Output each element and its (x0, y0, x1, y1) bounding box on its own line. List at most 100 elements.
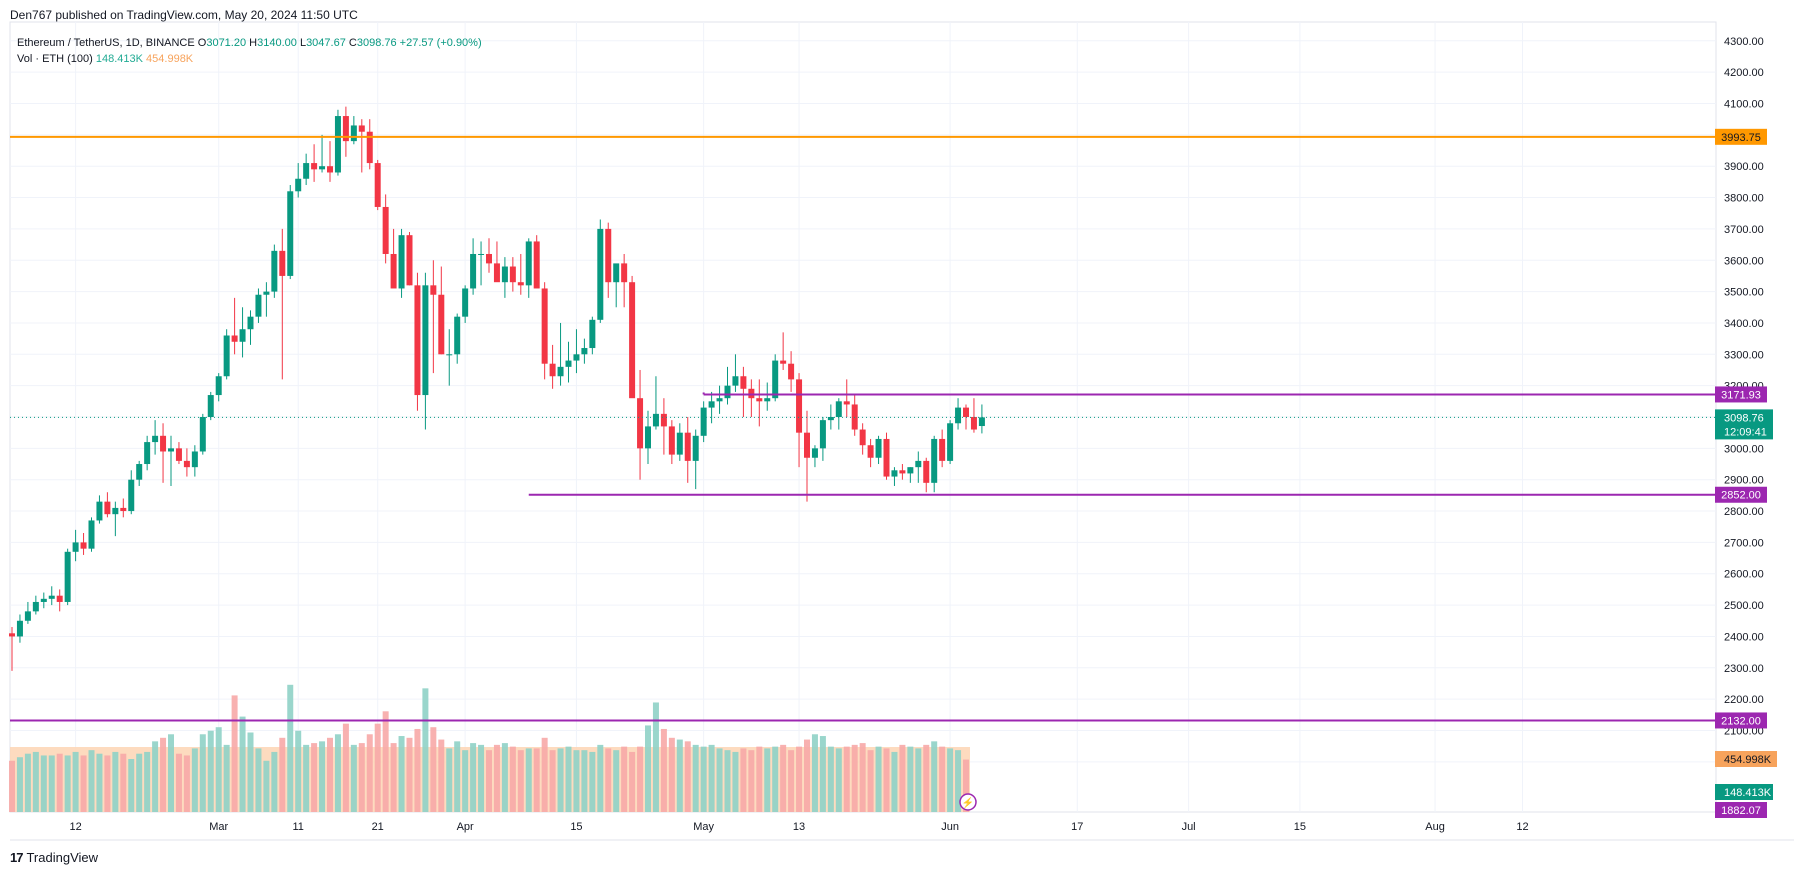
x-tick-label: Jul (1182, 821, 1196, 833)
volume-bar (311, 743, 318, 812)
y-tick-label: 3900.00 (1724, 161, 1764, 173)
ohlc-row: Ethereum / TetherUS, 1D, BINANCE O3071.2… (17, 35, 482, 51)
candle-body (350, 125, 357, 142)
candle-body (772, 360, 779, 399)
volume-bar (255, 748, 262, 812)
candle-body (414, 285, 421, 396)
volume-bar (454, 741, 461, 812)
candle-body (398, 235, 405, 289)
y-tick-label: 4300.00 (1724, 36, 1764, 48)
volume-bar (796, 746, 803, 812)
candle-body (875, 438, 882, 458)
candle-body (446, 354, 453, 356)
close-label: C (348, 37, 357, 49)
volume-bar (136, 753, 143, 812)
y-tick-label: 2200.00 (1724, 694, 1764, 706)
candle-body (931, 438, 938, 483)
volume-bar (573, 750, 580, 812)
candle-body (684, 432, 691, 461)
last-price-tag-label: 3098.76 (1724, 412, 1764, 424)
volume-bar (939, 746, 946, 812)
y-tick-label: 3800.00 (1724, 193, 1764, 205)
candle-body (486, 253, 492, 264)
candle-body (48, 595, 55, 599)
candle-body (811, 448, 818, 458)
candle-body (517, 282, 524, 286)
volume-bar (565, 746, 572, 812)
candle-body (263, 291, 270, 295)
volume-bar (756, 746, 763, 812)
volume-bar (263, 760, 270, 812)
volume-bar (295, 730, 302, 812)
candle-body (9, 633, 15, 637)
level-tag-label-range-bottom: 2852.00 (1721, 490, 1761, 502)
volume-bar (716, 748, 723, 812)
volume-bar (955, 750, 962, 812)
volume-bar (589, 751, 596, 812)
volume-bar (923, 744, 930, 812)
level-tag-label-support: 2132.00 (1721, 715, 1761, 727)
y-tick-label: 3500.00 (1724, 287, 1764, 299)
volume-bar (64, 755, 71, 812)
candle-body (16, 620, 23, 637)
volume-bar (708, 744, 715, 812)
volume-bar (207, 730, 214, 812)
candle-body (573, 354, 580, 361)
candle-body (716, 398, 723, 402)
candle-body (112, 507, 119, 515)
candle-body (470, 253, 477, 289)
candle-body (175, 448, 182, 461)
candle-body (382, 206, 389, 254)
volume-bar (478, 744, 485, 812)
volume-bar (48, 755, 55, 812)
bottom-price-tag-label: 1882.07 (1721, 805, 1761, 817)
candle-body (319, 166, 326, 170)
close-value: 3098.76 (356, 37, 397, 49)
candle-body (104, 501, 111, 515)
level-tag-label-resistance: 3993.75 (1721, 132, 1761, 144)
y-tick-label: 2800.00 (1724, 506, 1764, 518)
replay-lightning-icon[interactable] (959, 793, 977, 811)
volume-bar (462, 750, 469, 812)
tradingview-logo-mark: 17 (10, 850, 24, 865)
volume-bar (772, 746, 779, 812)
volume-bar (16, 757, 23, 812)
volume-bar (438, 739, 445, 812)
candle-body (183, 460, 190, 468)
volume-bar (271, 751, 278, 812)
candle-body (732, 376, 739, 386)
candle-body (366, 131, 373, 164)
volume-bar (422, 688, 429, 812)
volume-bar (692, 744, 699, 812)
candle-body (708, 401, 715, 408)
y-tick-label: 3700.00 (1724, 224, 1764, 236)
candle-body (724, 385, 731, 399)
candle-body (334, 116, 341, 173)
lightning-glyph: ⚡ (962, 796, 974, 809)
level-tag-range-bottom (1715, 486, 1767, 503)
y-tick-label: 2100.00 (1724, 725, 1764, 737)
volume-bar (160, 737, 167, 812)
volume-tag (1715, 784, 1773, 800)
symbol-name[interactable]: Ethereum / TetherUS, 1D, BINANCE (17, 37, 195, 49)
candle-body (915, 460, 922, 468)
volume-bar (915, 748, 922, 812)
candle-body (597, 228, 604, 320)
candle-body (287, 191, 294, 276)
candle-body (454, 316, 461, 355)
high-value: 3140.00 (257, 37, 297, 49)
volume-bar (470, 743, 477, 812)
tradingview-logo[interactable]: 17 TradingView (10, 850, 98, 865)
volume-label[interactable]: Vol · ETH (100) (17, 53, 93, 65)
candle-body (358, 125, 365, 132)
candle-body (629, 282, 636, 399)
candle-body (589, 319, 596, 349)
candle-body (891, 470, 898, 477)
volume-bar (652, 702, 659, 812)
candle-body (923, 460, 930, 483)
y-tick-label: 2900.00 (1724, 475, 1764, 487)
x-tick-label: Mar (209, 821, 228, 833)
volume-bar (724, 750, 731, 812)
candle-countdown-label: 12:09:41 (1724, 426, 1767, 438)
